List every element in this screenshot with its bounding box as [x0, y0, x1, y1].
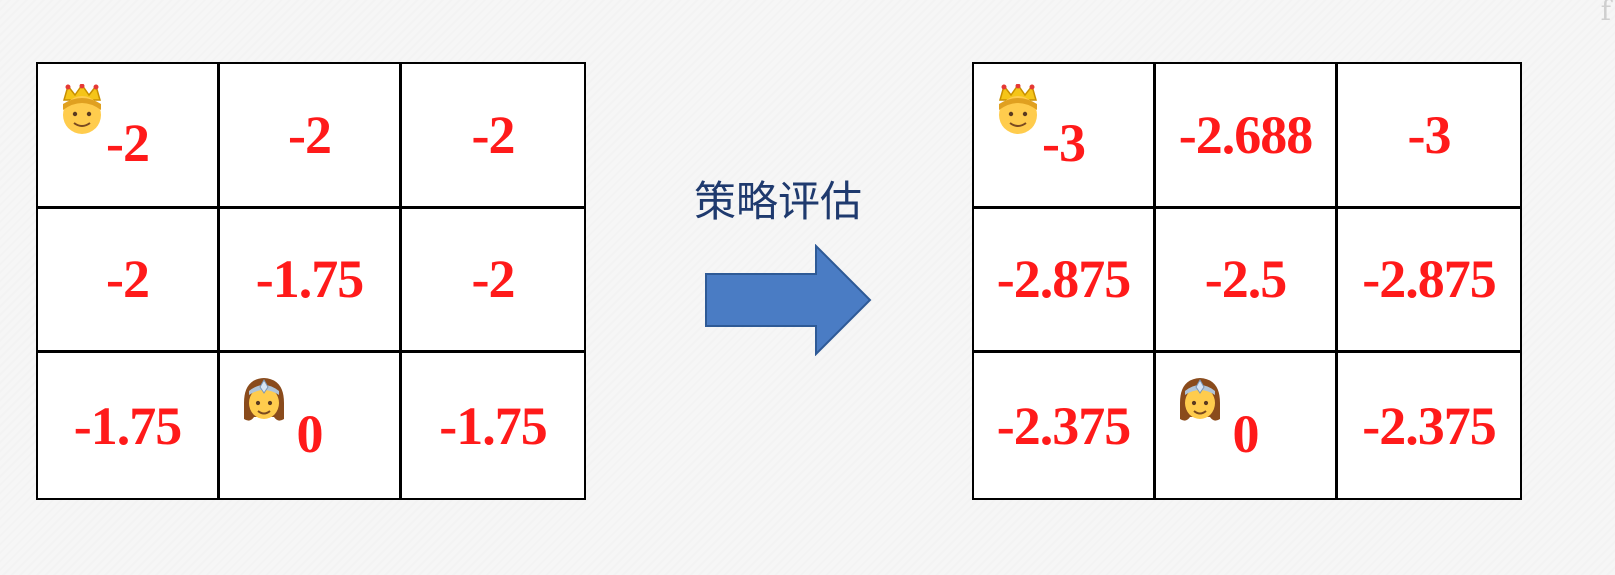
value-label: -1.75: [255, 249, 364, 310]
value-label: -1.75: [439, 395, 547, 456]
grid-cell: -2.375: [974, 353, 1156, 498]
grid-cell: -1.75: [220, 208, 402, 354]
value-label: -2: [106, 249, 150, 310]
corner-mark: f: [1600, 0, 1611, 27]
right-arrow-icon: [705, 244, 872, 356]
value-label: -2.875: [1362, 249, 1496, 310]
grid-cell: -2.375: [1338, 353, 1520, 498]
value-label: -2.375: [1362, 395, 1496, 456]
transition-group: 策略评估: [680, 160, 900, 380]
grid-cell: -2.5: [1156, 208, 1338, 354]
policy-evaluation-label: 策略评估: [694, 177, 863, 226]
king-icon: [63, 84, 101, 134]
value-label: -3: [1042, 113, 1086, 174]
grid-cell: -2: [38, 208, 220, 354]
princess-icon: [1180, 378, 1220, 421]
grid-cell: -1.75: [402, 353, 584, 498]
value-label: 0: [296, 404, 324, 465]
grid-cell: -1.75: [38, 353, 220, 498]
grid-cell: -2: [402, 209, 584, 354]
grid-cell: -2: [402, 64, 584, 209]
grid-cell: -2: [220, 64, 402, 209]
grid-cell: -2.688: [1156, 64, 1338, 209]
value-label: -2: [288, 104, 332, 165]
value-label: -2.688: [1178, 104, 1313, 165]
value-label: -2: [471, 104, 516, 165]
grid-cell: 0: [220, 353, 402, 498]
grid-cell: 0: [1156, 353, 1338, 498]
value-label: 0: [1232, 404, 1260, 465]
value-label: -2: [471, 249, 516, 310]
value-label: -2.875: [996, 249, 1131, 310]
value-label: -2.375: [996, 395, 1131, 456]
left-value-grid: -2 -2 -2 -2 -1.75 -2 -1.75 0 -1.75: [36, 62, 586, 500]
value-label: -3: [1407, 104, 1452, 165]
grid-cell: -2.875: [974, 208, 1156, 354]
grid-cell: -3: [1338, 64, 1520, 209]
grid-cell: -2.875: [1338, 209, 1520, 354]
grid-cell: -2: [38, 64, 220, 209]
king-icon: [999, 84, 1037, 134]
value-label: -2: [106, 113, 150, 174]
right-value-grid: -3 -2.688 -3 -2.875 -2.5 -2.875 -2.375 0…: [972, 62, 1522, 500]
grid-cell: -3: [974, 64, 1156, 209]
value-label: -2.5: [1204, 249, 1287, 310]
value-label: -1.75: [73, 395, 182, 456]
princess-icon: [244, 378, 284, 421]
